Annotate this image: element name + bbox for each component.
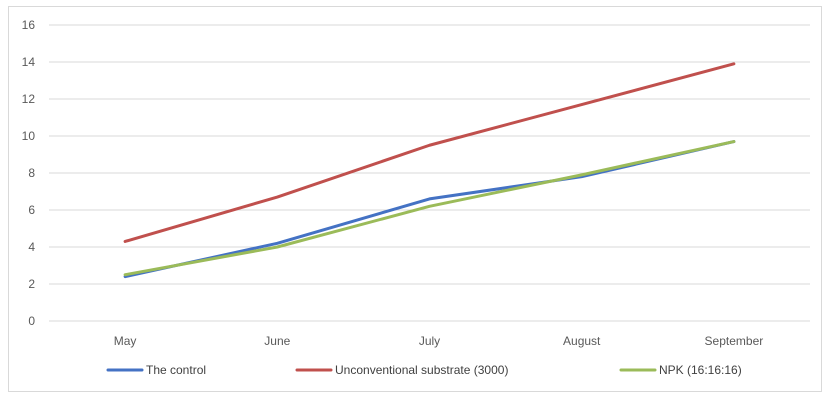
legend-label: NPK (16:16:16): [659, 363, 742, 377]
y-tick-label: 6: [28, 203, 35, 217]
y-axis-tick-labels: 0 2 4 6 8 10 12 14 16: [22, 18, 36, 328]
x-tick-label: August: [563, 334, 601, 348]
y-tick-label: 14: [22, 55, 36, 69]
series-line-2: [123, 62, 736, 243]
y-tick-label: 4: [28, 240, 35, 254]
y-tick-label: 8: [28, 166, 35, 180]
x-tick-label: September: [705, 334, 764, 348]
legend: The control Unconventional substrate (300…: [106, 363, 742, 377]
chart-frame: [8, 6, 822, 392]
series-line-3: [123, 140, 736, 277]
x-tick-label: July: [419, 334, 440, 348]
x-tick-label: June: [264, 334, 290, 348]
gridlines: [49, 24, 810, 322]
legend-label: The control: [146, 363, 206, 377]
y-tick-label: 12: [22, 92, 36, 106]
legend-label: Unconventional substrate (3000): [335, 363, 508, 377]
y-tick-label: 16: [22, 18, 36, 32]
y-tick-label: 0: [28, 314, 35, 328]
y-tick-label: 2: [28, 277, 35, 291]
series-lines: [123, 62, 736, 279]
x-tick-label: May: [114, 334, 137, 348]
x-axis-tick-labels: May June July August September: [114, 334, 763, 348]
y-tick-label: 10: [22, 129, 36, 143]
